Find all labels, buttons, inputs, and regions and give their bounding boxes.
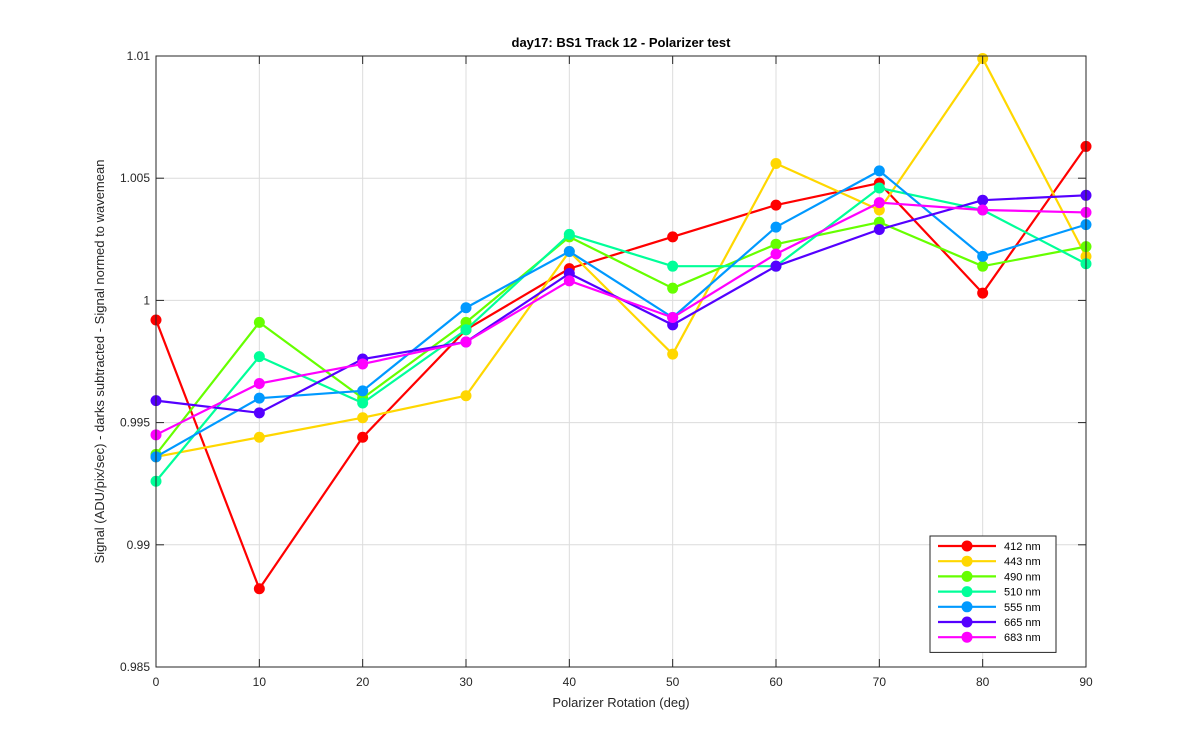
data-point [667, 231, 679, 243]
legend-label: 555 nm [1004, 602, 1041, 614]
data-point [667, 282, 679, 294]
x-tick-label: 0 [153, 675, 160, 689]
legend-label: 412 nm [1004, 541, 1041, 553]
y-tick-label: 1.005 [120, 171, 150, 185]
data-point [253, 392, 265, 404]
y-tick-label: 0.99 [127, 538, 151, 552]
series-line [155, 201, 1087, 436]
legend-label: 443 nm [1004, 556, 1041, 568]
series-line [155, 221, 1087, 456]
x-tick-label: 10 [253, 675, 267, 689]
x-tick-label: 70 [873, 675, 887, 689]
legend-label: 510 nm [1004, 587, 1041, 599]
legend-marker [961, 540, 973, 552]
data-point [563, 246, 575, 258]
x-tick-label: 60 [769, 675, 783, 689]
legend-label: 665 nm [1004, 617, 1041, 629]
data-point [460, 336, 472, 348]
series-line [155, 169, 1087, 458]
legend-item: 490 nm [938, 570, 1041, 583]
chart-title: day17: BS1 Track 12 - Polarizer test [512, 35, 732, 50]
axis-ticks: 0 10 20 30 40 50 60 70 80 90 0.985 0.99 0.995 1 1.005 1… [120, 49, 1093, 689]
data-point [873, 165, 885, 177]
legend-item: 412 nm [938, 540, 1041, 553]
x-tick-label: 80 [976, 675, 990, 689]
legend-item: 443 nm [938, 555, 1041, 568]
data-point [977, 250, 989, 262]
legend-item: 510 nm [938, 586, 1041, 599]
data-point [357, 397, 369, 409]
y-axis-label: Signal (ADU/pix/sec) - darks subtracted … [92, 160, 107, 564]
y-tick-label: 0.985 [120, 660, 150, 674]
series-line [155, 57, 1087, 458]
data-point [977, 204, 989, 216]
legend-label: 490 nm [1004, 571, 1041, 583]
legend-label: 683 nm [1004, 632, 1041, 644]
data-point [770, 158, 782, 170]
data-point [460, 390, 472, 402]
legend-marker [961, 570, 973, 582]
axis-labels: day17: BS1 Track 12 - Polarizer test Pol… [92, 35, 731, 710]
data-point [460, 324, 472, 336]
data-point [667, 260, 679, 272]
data-point [977, 260, 989, 272]
data-point [770, 221, 782, 233]
data-point [460, 302, 472, 314]
legend-marker [961, 631, 973, 643]
legend-item: 665 nm [938, 616, 1041, 629]
series-line [154, 145, 1087, 590]
data-point [873, 182, 885, 194]
data-point [667, 348, 679, 360]
data-point [357, 385, 369, 397]
y-tick-label: 1.01 [127, 49, 151, 63]
y-tick-label: 1 [143, 293, 150, 307]
data-point [770, 248, 782, 260]
legend-marker [961, 601, 973, 613]
x-tick-label: 90 [1079, 675, 1093, 689]
legend-marker [961, 586, 973, 598]
legend-marker [961, 616, 973, 628]
x-tick-label: 50 [666, 675, 680, 689]
data-point [357, 412, 369, 424]
data-point [770, 260, 782, 272]
data-point [253, 407, 265, 419]
plot-frame [155, 55, 1087, 668]
data-point [253, 377, 265, 389]
x-axis-label: Polarizer Rotation (deg) [552, 695, 689, 710]
data-point [873, 224, 885, 236]
x-tick-label: 40 [563, 675, 577, 689]
series-683-nm [150, 197, 1092, 441]
legend-marker [961, 555, 973, 567]
data-point [977, 287, 989, 299]
legend: 412 nm 443 nm 490 nm 510 nm 555 nm 665 nm 683 … [929, 535, 1057, 653]
data-point [357, 358, 369, 370]
legend-box [929, 535, 1057, 653]
series-510-nm [150, 182, 1092, 487]
legend-item: 683 nm [938, 631, 1041, 644]
data-point [357, 431, 369, 443]
data-point [977, 194, 989, 206]
series-layer [150, 52, 1092, 595]
data-point [667, 312, 679, 324]
series-line [155, 186, 1087, 482]
x-tick-label: 20 [356, 675, 370, 689]
data-point [253, 351, 265, 363]
data-point [770, 199, 782, 211]
legend-item: 555 nm [938, 601, 1041, 614]
data-point [873, 197, 885, 209]
y-tick-label: 0.995 [120, 416, 150, 430]
data-point [563, 275, 575, 287]
data-point [253, 431, 265, 443]
data-point [253, 583, 265, 595]
x-tick-label: 30 [459, 675, 473, 689]
data-point [563, 228, 575, 240]
data-point [770, 238, 782, 250]
data-point [253, 316, 265, 328]
